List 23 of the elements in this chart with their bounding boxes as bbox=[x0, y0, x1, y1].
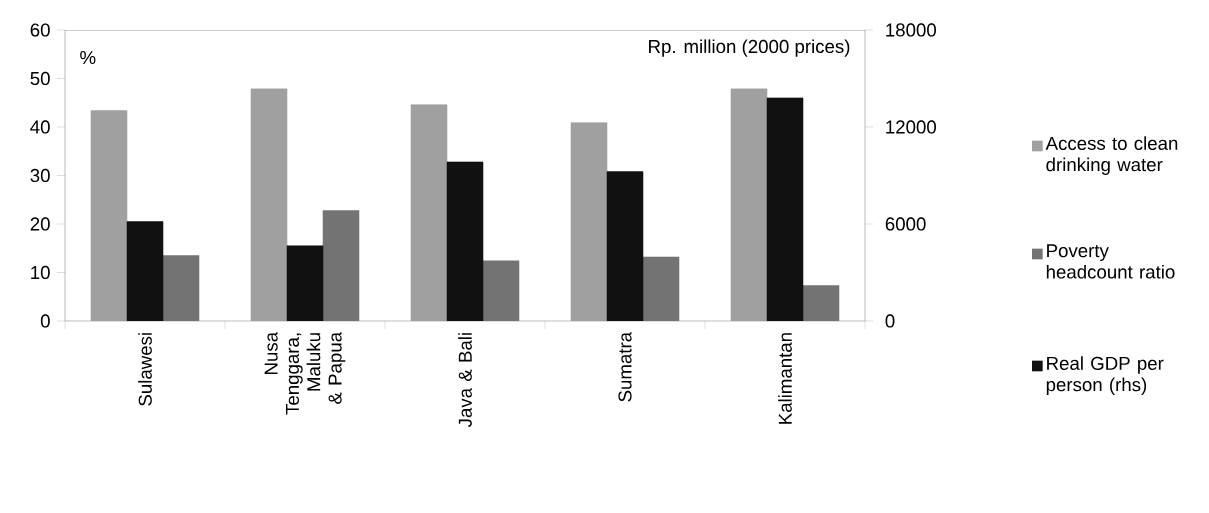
legend-label: Poverty headcount ratio bbox=[1046, 244, 1175, 279]
y-tick-label: 60 bbox=[30, 23, 50, 37]
x-tick-label: Sumatra bbox=[618, 331, 632, 402]
y-tick-label: 20 bbox=[30, 217, 50, 231]
x-tick-label: Kalimantan bbox=[778, 333, 792, 424]
bar bbox=[250, 88, 288, 321]
y-tick-label: 40 bbox=[30, 120, 50, 134]
bar bbox=[90, 110, 128, 321]
x-tick-label: Java & Bali bbox=[458, 333, 472, 428]
x-tick-label: Nusa Tenggara, Maluku & Papua bbox=[264, 331, 346, 415]
y2-tick-label: 12000 bbox=[886, 120, 936, 134]
y2-tick-label: 6000 bbox=[885, 217, 926, 231]
y2-axis-title: Rp. million (2000 prices) bbox=[649, 39, 850, 57]
y2-tick-label: 18000 bbox=[886, 23, 936, 37]
y-axis-title: % bbox=[80, 51, 96, 65]
y-tick-label: 0 bbox=[40, 314, 50, 328]
legend-label: Real GDP per person (rhs) bbox=[1046, 356, 1164, 395]
y-tick-label: 30 bbox=[30, 168, 50, 183]
x-tick-label: Sulawesi bbox=[138, 333, 152, 406]
y-tick-label: 10 bbox=[31, 265, 50, 280]
legend-label: Access to clean drinking water bbox=[1045, 136, 1178, 175]
y-tick-label: 50 bbox=[30, 71, 50, 86]
y2-tick-label: 0 bbox=[885, 314, 895, 328]
